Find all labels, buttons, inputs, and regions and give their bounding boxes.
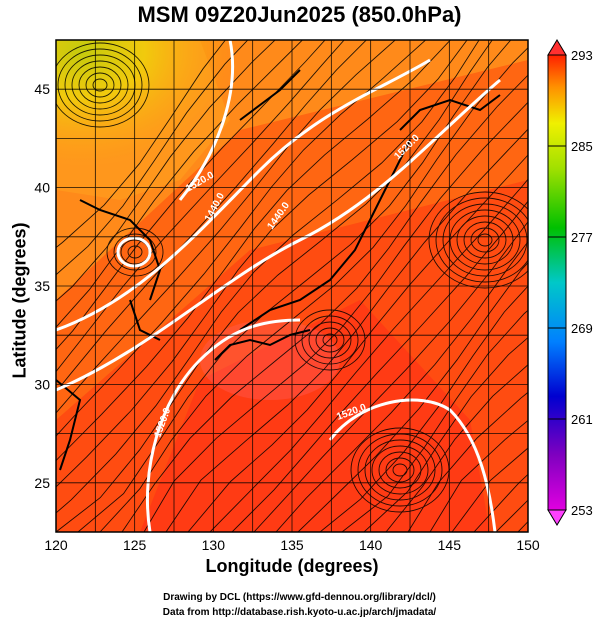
x-tick-label: 145 [438,537,462,553]
height-contours [56,40,501,532]
streamline [378,451,422,489]
streamline [99,47,528,532]
streamline [294,309,366,371]
streamline [231,200,528,532]
y-tick-label: 40 [34,180,50,196]
credit-drawing: Drawing by DCL (https://www.gfd-dennou.o… [163,592,436,603]
streamline [209,178,528,532]
y-tick-label: 45 [34,81,50,97]
colorbar-tick-label: 277 [571,230,593,245]
plot-frame [55,39,529,533]
streamline [253,221,528,532]
streamline [470,227,500,253]
colorbar-scale [547,54,567,511]
y-axis-label: Latitude (degrees) [9,222,30,379]
streamline [56,40,249,276]
streamline [463,221,507,259]
streamline [78,66,122,104]
streamline [56,40,226,249]
streamline [297,262,528,532]
y-tick-label: 25 [34,475,50,491]
streamline [57,48,143,122]
streamline [275,240,528,532]
streamline [308,321,352,359]
coastlines [56,69,501,471]
streamline [56,40,276,302]
y-tick-label: 30 [34,376,50,392]
streamline [442,203,528,277]
streamline [56,42,150,128]
streamline [363,336,528,532]
colorbar-tick-label: 253 [571,503,593,518]
streamline [56,40,367,393]
streamline [92,78,108,92]
x-tick-label: 130 [202,537,226,553]
streamline [56,40,396,414]
streamline [56,40,326,351]
streamline [341,309,528,532]
streamline [143,101,528,532]
streamline [71,60,129,110]
colorbar: 293 285 277 269 261 253 [547,39,593,526]
streamline [429,419,528,532]
streamline [85,72,115,98]
streamline [477,233,493,247]
streamline [562,0,599,532]
x-axis-label: Longitude (degrees) [205,556,379,576]
colorbar-upper-arrow [547,39,567,56]
colorbar-tick-label: 261 [571,412,593,427]
streamline [364,439,436,501]
streamline [385,457,415,483]
x-tick-label: 150 [516,537,540,553]
streamline [121,74,528,532]
streamline [56,40,345,373]
colorbar-tick-label: 269 [571,321,593,336]
streamline [301,315,359,365]
x-tick-label: 135 [280,537,304,553]
streamline [315,327,345,353]
page-title: MSM 09Z20Jun2025 (850.0hPa) [137,2,462,27]
streamline [165,128,528,532]
credit-data: Data from http://database.rish.kyoto-u.a… [162,607,437,618]
streamline [456,215,514,265]
streamline [56,40,427,437]
x-tick-label: 140 [359,537,383,553]
streamline [322,333,338,347]
streamline [449,209,521,271]
x-tick-label: 120 [44,537,68,553]
colorbar-lower-arrow [547,509,567,526]
streamline [428,191,528,289]
streamline [385,364,528,532]
streamline [371,445,429,495]
streamline [56,40,468,488]
colorbar-tick-label: 285 [571,139,593,154]
colorbar-tick-label: 293 [571,48,593,63]
streamline [584,0,599,532]
streamline [56,40,452,462]
y-tick-label: 35 [34,278,50,294]
streamline [56,40,304,328]
streamline [407,391,528,532]
streamline [77,40,512,532]
streamline [56,40,480,514]
streamline [392,463,408,477]
wind-streamlines [56,0,599,532]
streamline [435,197,528,283]
x-tick-label: 125 [123,537,147,553]
